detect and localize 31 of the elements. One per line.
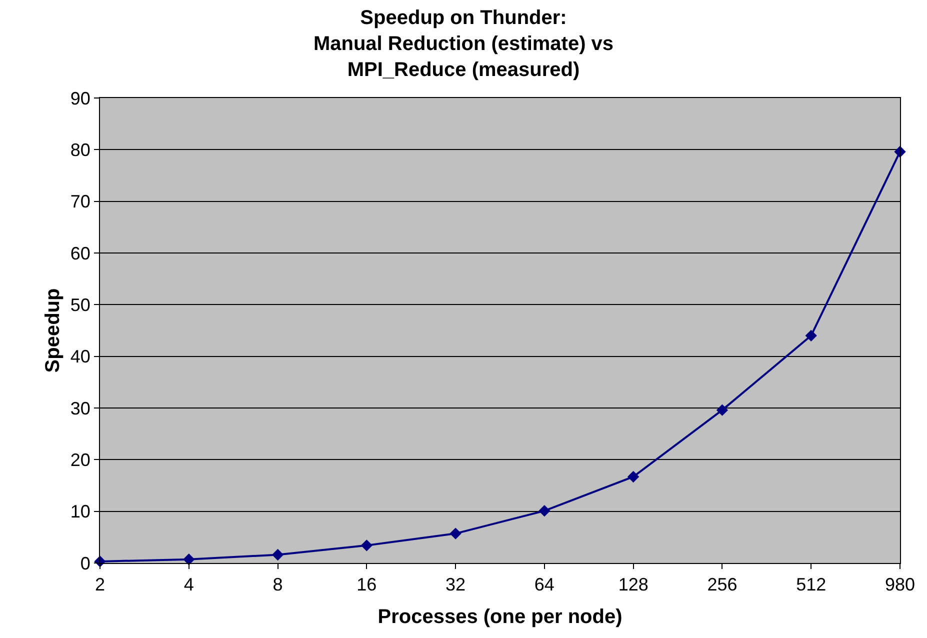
point	[272, 548, 284, 561]
y-tick-label: 0	[80, 553, 90, 574]
point	[716, 404, 728, 416]
x-tick-label: 32	[446, 574, 466, 595]
y-tick-label: 30	[70, 398, 90, 418]
point	[183, 554, 195, 566]
y-tick-label: 50	[70, 294, 90, 315]
y-tick-label: 40	[70, 346, 90, 367]
y-axis-title: Speedup	[42, 288, 64, 373]
y-tick-label: 90	[70, 88, 90, 108]
x-tick-label: 980	[884, 574, 916, 595]
x-tick-label: 4	[184, 574, 194, 595]
point	[360, 540, 373, 552]
x-tick-label: 8	[272, 574, 283, 595]
x-tick-label: 128	[618, 574, 648, 595]
y-tick-label: 80	[70, 140, 90, 160]
point	[627, 470, 640, 483]
x-tick-label: 64	[534, 574, 554, 595]
point	[538, 504, 550, 517]
y-tick-label: 60	[70, 243, 90, 264]
chart-title: Speedup on Thunder: Manual Reduction (estimate) vs MPI_Reduce (measured)	[313, 7, 614, 81]
y-tick-label: 70	[70, 192, 90, 212]
x-tick-label: 512	[796, 574, 826, 595]
point	[805, 330, 817, 342]
x-tick-label: 2	[94, 574, 106, 595]
y-tick-label: 20	[70, 450, 90, 470]
x-tick-label: 16	[356, 574, 377, 595]
y-tick-label: 10	[70, 502, 90, 522]
x-axis-title: Processes (one per node)	[378, 606, 622, 628]
x-tick-label: 256	[707, 574, 738, 595]
point	[450, 528, 462, 540]
